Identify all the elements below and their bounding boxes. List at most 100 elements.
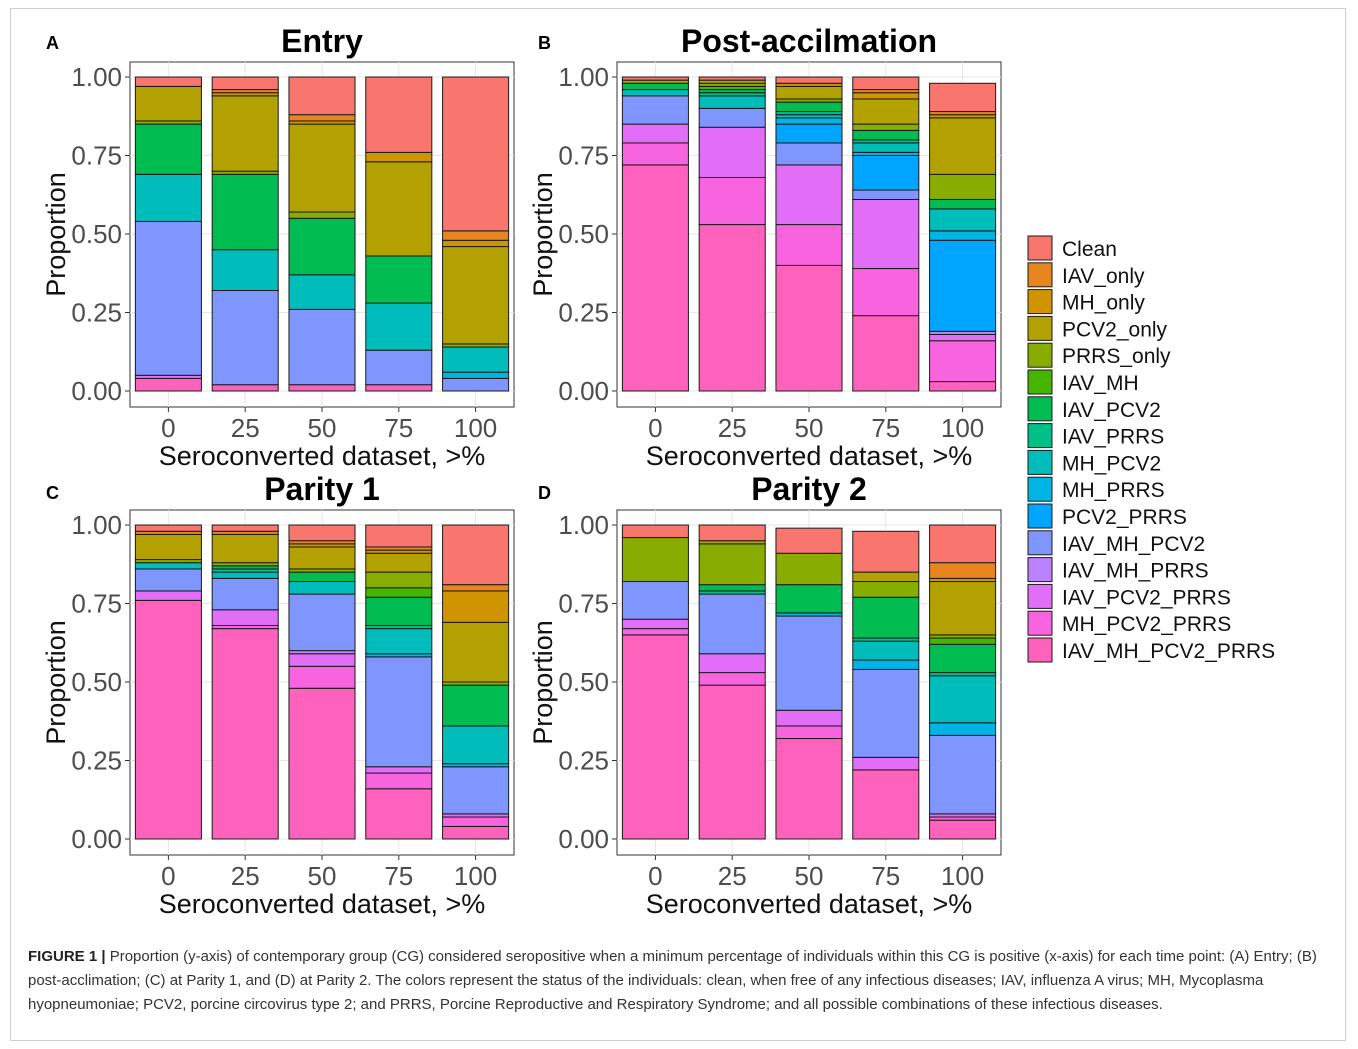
panel-c-y-axis-label: Proportion (41, 620, 71, 745)
panel-c-y-tick-label: 0.50 (71, 667, 122, 697)
panel-c-bar-segment (134, 562, 202, 570)
panel-d-bar-segment (621, 628, 689, 636)
panel-a-bar-segment (442, 239, 510, 248)
panel-b-bar-segment (621, 89, 689, 97)
legend-label: MH_PRRS (1062, 479, 1165, 502)
panel-c-bar-segment (442, 816, 510, 827)
panel-b-bar-segment (929, 340, 997, 383)
legend-label: MH_PCV2 (1062, 452, 1161, 475)
panel-b-x-axis-label: Seroconverted dataset, >% (646, 441, 972, 471)
panel-b-y-tick-label: 1.00 (558, 62, 609, 92)
legend-swatch (1027, 369, 1053, 395)
panel-d-bar-segment (929, 581, 997, 636)
panel-d-bar-segment (852, 769, 920, 840)
panel-a-bar-segment (134, 85, 202, 122)
panel-b-x-tick-label: 100 (941, 413, 984, 443)
panel-b-bar-segment (929, 333, 997, 342)
panel-a-x-tick-label: 75 (384, 413, 413, 443)
panel-d-x-tick-label: 25 (718, 861, 747, 891)
panel-b-bar-segment (775, 264, 843, 392)
panel-a-bar-segment (365, 151, 433, 163)
legend-label: MH_PCV2_PRRS (1062, 613, 1231, 636)
panel-b-bar-segment (698, 107, 766, 128)
panel-b-bar-segment (929, 82, 997, 113)
panel-b-bar-segment (621, 164, 689, 392)
legend-swatch (1027, 637, 1053, 663)
panel-b-title: Post-accilmation (681, 23, 937, 59)
panel-b-bar-segment (775, 85, 843, 100)
panel-d-bar-segment (929, 675, 997, 724)
panel-b-bar-segment (852, 189, 920, 200)
panel-d-y-tick-label: 1.00 (558, 510, 609, 540)
panel-d-x-tick-label: 100 (941, 861, 984, 891)
panel-c-bar-segment (365, 552, 433, 573)
panel-a-title: Entry (281, 23, 363, 59)
panel-a-bar-segment (442, 246, 510, 345)
panel-b-bar-segment (929, 381, 997, 392)
panel-d-bar-segment (621, 618, 689, 630)
legend-swatch (1027, 396, 1053, 422)
panel-b-bar-segment (698, 126, 766, 178)
panel-b-bar-segment (852, 123, 920, 131)
panel-a-bar-segment (211, 290, 279, 386)
panel-c-bar-segment (211, 609, 279, 626)
panel-c-x-tick-label: 0 (161, 861, 175, 891)
panel-a-y-tick-label: 1.00 (71, 62, 122, 92)
legend-swatch (1027, 476, 1053, 502)
panel-b-y-tick-label: 0.50 (558, 219, 609, 249)
panel-a-bar-segment (134, 220, 202, 376)
panel-b-bar-segment (852, 92, 920, 100)
panel-a-bar-segment (134, 173, 202, 222)
legend-swatch (1027, 530, 1053, 556)
panel-b-bar-segment (852, 198, 920, 270)
panel-c-bar-segment (365, 571, 433, 589)
panel-a-x-tick-label: 0 (161, 413, 175, 443)
panel-d-bar-segment (929, 643, 997, 674)
panel-b-bar-segment (775, 76, 843, 84)
panel-a-bar-segment (134, 123, 202, 175)
panel-b-bar-segment (852, 98, 920, 125)
panel-b-bar-segment (929, 230, 997, 241)
panel-c-bar-segment (365, 587, 433, 598)
panel-d-bar-segment (775, 725, 843, 740)
panel-d-bar-segment (621, 581, 689, 620)
legend-swatch (1027, 557, 1053, 583)
panel-c-bar-segment (134, 568, 202, 592)
panel-a-bar-segment (288, 76, 356, 116)
panel-b-y-tick-label: 0.75 (558, 141, 609, 171)
panel-a-x-tick-label: 25 (231, 413, 260, 443)
legend-label: IAV_MH_PRRS (1062, 560, 1209, 583)
panel-b-bar-segment (852, 76, 920, 91)
panel-a-bar-segment (211, 95, 279, 172)
panel-a-bar-segment (442, 371, 510, 379)
panel-a-bar-segment (365, 384, 433, 392)
legend-swatch (1027, 423, 1053, 449)
panel-c-title: Parity 1 (264, 471, 380, 507)
panel-d-y-axis-label: Proportion (528, 620, 558, 745)
panel-b-bar-segment (929, 239, 997, 332)
legend-swatch (1027, 610, 1053, 636)
panel-d-tag: D (538, 483, 551, 503)
panel-d-bar-segment (621, 634, 689, 840)
legend-label: MH_only (1062, 292, 1145, 315)
panel-c-bar-segment (288, 524, 356, 542)
panel-d-bar-segment (698, 543, 766, 586)
panel-d-bar-segment (775, 584, 843, 614)
panel-c-bar-segment (134, 533, 202, 561)
panel-b-x-tick-label: 0 (648, 413, 662, 443)
panel-d-x-tick-label: 75 (871, 861, 900, 891)
panel-d-bar-segment (929, 562, 997, 579)
panel-d-y-tick-label: 0.75 (558, 589, 609, 619)
panel-a-y-tick-label: 0.75 (71, 141, 122, 171)
panel-d-y-tick-label: 0.00 (558, 824, 609, 854)
panel-a-x-axis-label: Seroconverted dataset, >% (159, 441, 485, 471)
legend-swatch (1027, 503, 1053, 529)
panel-c-x-axis-label: Seroconverted dataset, >% (159, 889, 485, 919)
panel-b-x-tick-label: 25 (718, 413, 747, 443)
panel-d-bar-segment (775, 527, 843, 554)
panel-c-bar-segment (442, 584, 510, 592)
legend-label: PRRS_only (1062, 345, 1171, 368)
caption-text: Proportion (y-axis) of contemporary grou… (28, 948, 1317, 1013)
panel-a-y-axis-label: Proportion (41, 172, 71, 297)
panel-d-bar-segment (775, 738, 843, 840)
